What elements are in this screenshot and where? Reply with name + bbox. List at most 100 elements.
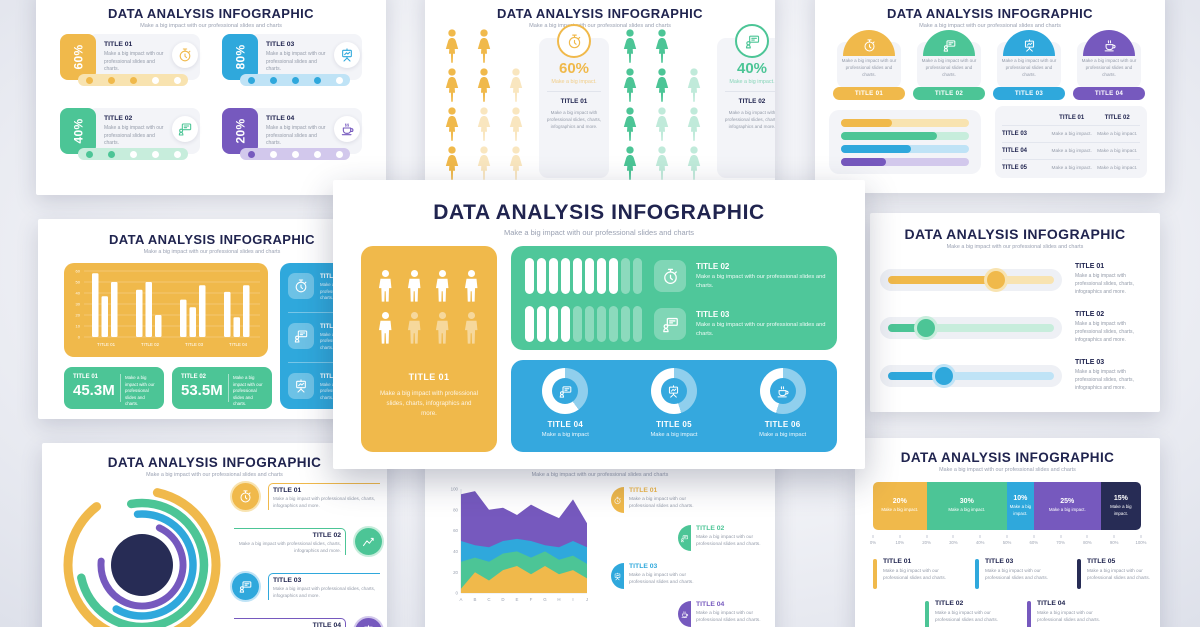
female-person-icon xyxy=(687,146,701,180)
capsule-title: TITLE 03 xyxy=(696,309,730,319)
progress-dot xyxy=(151,150,159,158)
donut-hole xyxy=(660,378,687,404)
svg-text:F: F xyxy=(530,597,533,602)
legend-item: TITLE 01 Make a big impact with our profe… xyxy=(873,558,953,589)
legend-desc: Make a big impact with our professional … xyxy=(883,568,947,581)
male-person-icon xyxy=(378,269,392,302)
slide-bottom-middle[interactable]: DATA ANALYSIS INFOGRAPHIC Make a big imp… xyxy=(425,443,775,627)
axis-tick xyxy=(1006,535,1008,538)
person-cell xyxy=(373,310,398,346)
capsule xyxy=(573,258,582,294)
legend-item: TITLE 03 Make a big impact with our profe… xyxy=(611,563,703,589)
svg-text:0: 0 xyxy=(456,591,459,596)
capsule-bar xyxy=(525,306,642,342)
slide-subtitle: Make a big impact with our professional … xyxy=(529,23,671,29)
slide-middle-right[interactable]: DATA ANALYSIS INFOGRAPHIC Make a big imp… xyxy=(870,213,1160,412)
segment-pct: 30% xyxy=(959,498,974,506)
pictograph-cell xyxy=(471,106,497,142)
pictograph-cell xyxy=(471,28,497,64)
progress-dot xyxy=(107,76,115,84)
svg-text:TITLE 04: TITLE 04 xyxy=(229,342,248,347)
percent-value: 40% xyxy=(70,118,85,144)
slider-rest xyxy=(995,276,1054,284)
axis-label: 10% xyxy=(895,540,905,545)
slide-top-right[interactable]: DATA ANALYSIS INFOGRAPHIC Make a big imp… xyxy=(815,0,1165,193)
male-person-icon xyxy=(407,311,420,344)
timeline-text: TITLE 03 Make a big impact with professio… xyxy=(268,573,380,600)
legend-item: TITLE 02 Make a big impact with our profe… xyxy=(925,600,1005,627)
svg-text:A: A xyxy=(460,597,463,602)
slider-knob[interactable] xyxy=(917,319,936,337)
capsule-row: TITLE 02 Make a big impact with our profe… xyxy=(525,258,831,294)
slider-title: TITLE 02 xyxy=(1075,311,1105,318)
table-header-row: TITLE 01 TITLE 02 xyxy=(1002,110,1140,126)
segment-pct: 20% xyxy=(892,498,907,506)
capsule-title: TITLE 02 xyxy=(696,261,730,271)
legend-title: TITLE 04 xyxy=(1037,600,1066,607)
card-desc: Make a big impact with professional slid… xyxy=(724,110,775,130)
legend-item: TITLE 01 Make a big impact with our profe… xyxy=(611,487,703,513)
legend-swatch xyxy=(1027,601,1031,627)
percent-block: 80% xyxy=(222,34,258,80)
slide-top-middle[interactable]: DATA ANALYSIS INFOGRAPHIC Make a big imp… xyxy=(425,0,775,195)
side-icon-square xyxy=(288,372,314,399)
slide-subtitle: Make a big impact with our professional … xyxy=(946,244,1084,250)
capsule xyxy=(537,306,546,342)
slider-knob[interactable] xyxy=(935,367,954,385)
progress-dots-track xyxy=(78,74,188,86)
person-cell xyxy=(459,310,484,346)
bar-segment: 25% Make a big impact. xyxy=(1033,482,1101,530)
progress-dot xyxy=(247,76,255,84)
slider-text: TITLE 03 Make a big impact with professio… xyxy=(1075,359,1153,392)
timeline-text: TITLE 01 Make a big impact with professio… xyxy=(268,483,380,510)
axis-label: 90% xyxy=(1109,540,1119,545)
stopwatch-icon xyxy=(614,496,621,504)
male-person-icon xyxy=(464,311,477,344)
slider-title: TITLE 03 xyxy=(1075,359,1105,366)
slide-bottom-right[interactable]: DATA ANALYSIS INFOGRAPHIC Make a big imp… xyxy=(855,438,1160,627)
bar-segment: 20% Make a big impact. xyxy=(873,482,927,530)
card-desc: Make a big impact with professional slid… xyxy=(379,390,478,417)
timeline-item: TITLE 01 Make a big impact with professio… xyxy=(232,483,382,523)
person-cell xyxy=(430,268,455,304)
segment-desc: Make a big impact. xyxy=(1009,504,1032,516)
stopwatch-icon xyxy=(568,34,580,48)
slider-track-container xyxy=(880,365,1062,387)
svg-text:TITLE 03: TITLE 03 xyxy=(185,342,204,347)
slide-top-left[interactable]: DATA ANALYSIS INFOGRAPHIC Make a big imp… xyxy=(36,0,386,195)
side-title: TITLE 03 xyxy=(320,372,346,380)
donut-item: TITLE 06 Make a big impact xyxy=(759,360,806,452)
slide-bottom-left[interactable]: DATA ANALYSIS INFOGRAPHIC Make a big imp… xyxy=(42,443,387,627)
percent-card: 80% TITLE 03 Make a big impact with our pr… xyxy=(222,34,362,86)
capsule xyxy=(525,258,534,294)
axis-tick xyxy=(872,535,874,538)
timeline-icon-circle xyxy=(232,483,259,510)
svg-text:10: 10 xyxy=(76,324,81,329)
table-cell: Make a big impact. xyxy=(1097,148,1138,154)
card-title: TITLE 01 xyxy=(104,41,133,48)
axis-tick xyxy=(1113,535,1115,538)
slide-center[interactable]: DATA ANALYSIS INFOGRAPHIC Make a big imp… xyxy=(333,180,865,469)
slider-knob[interactable] xyxy=(986,271,1005,289)
coffee-icon xyxy=(777,385,789,397)
percent-block: 20% xyxy=(222,108,258,154)
axis-label: 50% xyxy=(1002,540,1012,545)
progress-dot xyxy=(173,150,181,158)
timeline-title: TITLE 01 xyxy=(273,487,302,494)
donut-panel: TITLE 04 Make a big impact TITLE 05 Make a … xyxy=(511,360,837,452)
slider-fill xyxy=(888,276,996,284)
card-title: TITLE 01 xyxy=(560,98,588,105)
donut-desc: Make a big impact xyxy=(650,432,698,438)
pictograph-cell xyxy=(649,145,675,181)
axis-label: 70% xyxy=(1056,540,1065,545)
legend-title: TITLE 03 xyxy=(629,563,658,570)
easel-icon xyxy=(342,48,352,62)
stopwatch-icon xyxy=(295,279,307,293)
slider-fill xyxy=(888,372,945,380)
card-desc: Make a big impact with professional slid… xyxy=(546,110,602,130)
card-icon-circle xyxy=(334,42,360,68)
bar-segment: 10% Make a big impact. xyxy=(1006,482,1034,530)
pictograph-cell xyxy=(617,106,643,142)
legend-desc: Make a big impact with our professional … xyxy=(985,568,1049,581)
